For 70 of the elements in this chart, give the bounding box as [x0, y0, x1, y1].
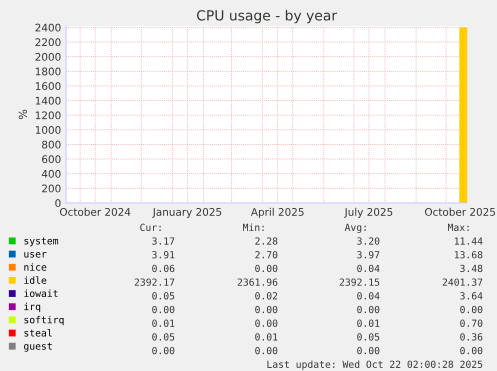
x-tick-label: October 2025: [424, 208, 496, 216]
text: 2.28: [255, 237, 278, 245]
text: 3.97: [357, 251, 380, 258]
legend-label: softirq: [24, 316, 64, 326]
text: 0.01: [357, 320, 380, 327]
x-tick-label: July 2025: [344, 208, 392, 218]
text: 0.04: [357, 264, 380, 272]
legend-label: guest: [24, 342, 52, 352]
text: 0.00: [152, 306, 174, 314]
text: 0.00: [357, 346, 380, 354]
text: 13.68: [454, 251, 482, 258]
text: 0.01: [152, 320, 174, 327]
text: Last update: Wed Oct 22 02:00:28 2025: [267, 360, 482, 370]
legend-label: nice: [24, 263, 46, 271]
text: 0.00: [357, 306, 380, 314]
text: 2.70: [255, 251, 278, 258]
text: 3.17: [152, 237, 174, 245]
y-tick-label: 2400: [35, 24, 61, 32]
text: 3.64: [460, 292, 483, 300]
text: 0.05: [152, 292, 174, 300]
text: 2401.37: [442, 278, 482, 286]
y-tick-label: 1600: [36, 82, 61, 90]
text: 0.00: [255, 320, 278, 327]
text: 3.91: [152, 251, 174, 258]
y-tick-label: 1800: [36, 68, 61, 76]
text: Avg:: [344, 224, 366, 233]
text: 0.05: [357, 333, 380, 341]
y-tick-label: 2000: [35, 52, 61, 61]
y-tick-label: 600: [42, 155, 61, 164]
text: 11.44: [454, 237, 483, 245]
legend-label: system: [24, 237, 58, 246]
text: 0.02: [255, 292, 278, 300]
y-tick-label: 1200: [36, 111, 61, 120]
y-tick-label: 1000: [36, 126, 61, 134]
text: Min:: [242, 224, 264, 231]
y-axis-title: %: [18, 110, 28, 120]
y-tick-label: 800: [42, 140, 61, 149]
y-tick-label: 2200: [35, 38, 61, 46]
chart-title: CPU usage - by year: [197, 10, 338, 24]
text: 2392.15: [340, 278, 380, 286]
text: 3.20: [357, 237, 380, 245]
text: 0.70: [460, 320, 482, 327]
text: 0.00: [460, 306, 482, 314]
legend-label: idle: [24, 276, 46, 284]
legend-label: irq: [24, 302, 40, 312]
x-tick-label: April 2025: [250, 208, 304, 218]
legend-label: steal: [24, 329, 52, 337]
text: 0.00: [152, 346, 174, 354]
text: 0.00: [460, 346, 482, 354]
y-tick-label: 0: [55, 199, 61, 208]
text: 2392.17: [134, 278, 174, 286]
text: 2361.96: [238, 278, 278, 286]
text: 0.00: [255, 346, 278, 354]
x-tick-label: October 2024: [60, 208, 130, 216]
text: 0.00: [255, 306, 278, 314]
text: 0.05: [152, 333, 174, 341]
text: Max:: [448, 224, 469, 232]
text: 0.04: [357, 292, 380, 300]
y-tick-label: 200: [42, 184, 61, 192]
text: 0.36: [460, 333, 482, 341]
text: 0.06: [152, 264, 174, 272]
text: Cur:: [140, 224, 161, 232]
legend-label: user: [24, 252, 46, 258]
legend-label: iowait: [24, 290, 58, 298]
text: 0.00: [255, 264, 278, 272]
text: 3.48: [460, 264, 482, 272]
x-tick-label: January 2025: [152, 208, 222, 218]
y-tick-label: 1400: [36, 96, 61, 105]
text: 0.01: [255, 333, 278, 341]
y-tick-label: 400: [42, 170, 61, 178]
